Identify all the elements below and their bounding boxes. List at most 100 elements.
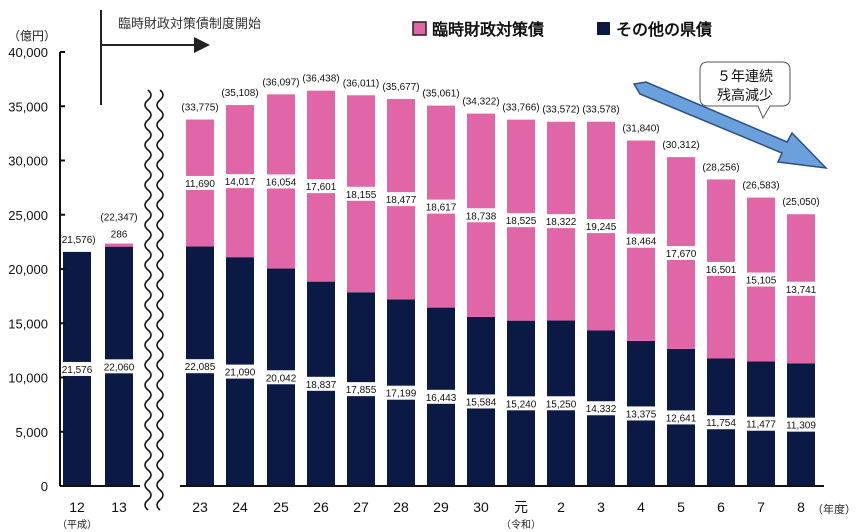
total-label: (28,256)	[702, 162, 739, 173]
data-label-other: 15,250	[546, 399, 577, 410]
data-label-other: 17,199	[386, 389, 417, 400]
data-label-other: 11,309	[786, 421, 816, 432]
data-label-other: 22,085	[185, 362, 216, 373]
data-label-other: 21,576	[62, 365, 93, 376]
data-label-rinzai: 18,464	[626, 237, 657, 248]
data-label-rinzai: 17,601	[306, 182, 337, 193]
x-tick-label: 30	[473, 499, 489, 515]
data-label-other: 12,641	[666, 413, 697, 424]
data-label-rinzai: 18,155	[346, 190, 377, 201]
data-label-other-bg	[426, 389, 456, 404]
x-tick-label: 27	[353, 499, 369, 515]
y-tick-label: 35,000	[8, 99, 48, 114]
data-label-rinzai-bg	[546, 214, 576, 229]
y-tick-label: 10,000	[8, 371, 48, 386]
x-tick-label: 8	[797, 499, 805, 515]
x-tick-label: 23	[192, 499, 208, 515]
total-label: (35,677)	[382, 82, 419, 93]
data-label-rinzai: 14,017	[225, 177, 256, 188]
axis-break-mark	[156, 89, 164, 511]
data-label-rinzai-bg	[506, 213, 536, 228]
callout-line-2: 残高減少	[717, 87, 773, 103]
data-label-other-bg	[746, 416, 776, 431]
data-label-rinzai: 16,501	[706, 265, 737, 276]
era-label: （令和）	[501, 518, 541, 531]
data-label-rinzai: 13,741	[786, 285, 817, 296]
data-label-other-bg	[104, 359, 134, 374]
total-label: (25,050)	[782, 197, 819, 208]
total-label: (36,438)	[302, 74, 339, 85]
data-label-rinzai-bg	[386, 192, 416, 207]
legend-label-rinzai: 臨時財政対策債	[432, 20, 544, 39]
x-tick-label: 5	[677, 499, 685, 515]
data-label-rinzai-bg	[266, 174, 296, 189]
callout-line-1: ５年連続	[717, 68, 773, 84]
data-label-other-bg	[626, 406, 656, 421]
legend-label-other: その他の県債	[616, 20, 712, 39]
data-label-rinzai: 19,245	[586, 222, 617, 233]
x-tick-label: 3	[597, 499, 605, 515]
total-label: (33,578)	[582, 105, 619, 116]
x-tick-label: 24	[232, 499, 248, 515]
data-label-rinzai: 11,690	[185, 179, 215, 190]
data-label-rinzai-bg	[586, 219, 616, 234]
y-tick-label: 25,000	[8, 208, 48, 223]
total-label: (36,011)	[343, 78, 380, 89]
data-label-rinzai: 18,738	[466, 211, 497, 222]
data-label-other-bg	[506, 396, 536, 411]
x-tick-label: 25	[273, 499, 289, 515]
data-label-rinzai: 15,105	[746, 276, 777, 287]
total-label: (26,583)	[742, 181, 779, 192]
callout-bubble	[699, 61, 791, 120]
data-label-other-bg	[346, 382, 376, 397]
total-label: (31,840)	[622, 124, 659, 135]
data-label-rinzai-bg	[346, 186, 376, 201]
x-tick-label: 4	[637, 499, 645, 515]
data-label-rinzai: 17,670	[666, 249, 697, 260]
total-label: (35,061)	[422, 89, 459, 100]
x-tick-label: 12	[69, 499, 85, 515]
x-tick-label: 6	[717, 499, 725, 515]
y-tick-label: 40,000	[8, 45, 48, 60]
data-label-rinzai-bg	[306, 179, 336, 194]
y-unit-label: （億円）	[8, 29, 56, 43]
x-tick-label: 元	[514, 499, 528, 515]
total-label: (21,576)	[58, 235, 95, 246]
decrease-trend-arrow	[632, 81, 829, 170]
data-label-other-bg	[386, 385, 416, 400]
bar-segment-rinzai	[105, 243, 133, 247]
x-tick-label: 7	[757, 499, 765, 515]
data-label-rinzai-bg	[706, 261, 736, 276]
data-label-rinzai-bg	[225, 174, 255, 189]
data-label-other-bg	[586, 401, 616, 416]
data-label-rinzai-bg	[426, 199, 456, 214]
data-label-other-bg	[62, 361, 92, 376]
data-label-rinzai-bg	[185, 175, 215, 190]
total-label: (34,322)	[462, 97, 499, 108]
total-label: (33,572)	[542, 105, 579, 116]
x-tick-label: 26	[313, 499, 329, 515]
data-label-other-bg	[546, 396, 576, 411]
y-tick-label: 20,000	[8, 262, 48, 277]
legend-swatch-rinzai	[412, 21, 427, 36]
era-label: （平成）	[57, 519, 97, 531]
data-label-other: 16,443	[426, 393, 457, 404]
data-label-other: 18,837	[306, 380, 337, 391]
data-label-other: 22,060	[104, 362, 135, 373]
data-label-other: 21,090	[225, 368, 256, 379]
legend-swatch-other	[597, 22, 610, 35]
y-tick-label: 30,000	[8, 154, 48, 169]
total-label: (33,775)	[181, 103, 218, 114]
data-label-other-bg	[666, 410, 696, 425]
data-label-rinzai: 18,477	[386, 195, 417, 206]
x-tick-label: 28	[393, 499, 409, 515]
total-label: (36,097)	[262, 77, 299, 88]
data-label-other-bg	[225, 364, 255, 379]
data-label-other-bg	[266, 370, 296, 385]
data-label-other-bg	[466, 394, 496, 409]
data-label-rinzai: 16,054	[266, 177, 297, 188]
x-tick-label: 13	[111, 499, 127, 515]
data-label-rinzai: 18,322	[546, 217, 577, 228]
total-label: (22,347)	[100, 213, 137, 224]
